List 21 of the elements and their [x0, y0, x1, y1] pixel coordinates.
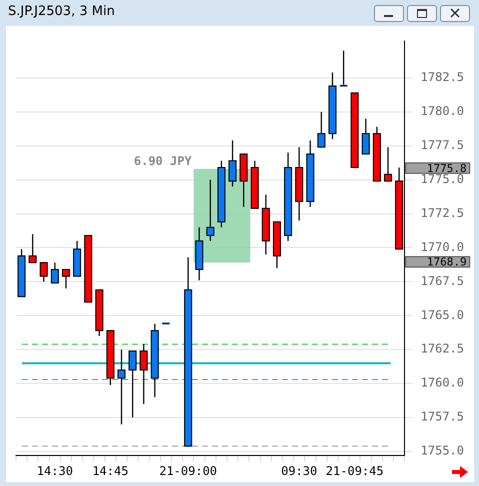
y-tick-label: 1770.0 — [420, 240, 464, 254]
y-tick-label: 1755.0 — [420, 444, 464, 458]
y-tick-label: 1765.0 — [420, 308, 464, 322]
x-tick-label: 14:45 — [92, 464, 128, 478]
candlestick — [362, 118, 370, 155]
y-tick-label: 1757.5 — [420, 410, 464, 424]
y-tick-label: 1760.0 — [420, 376, 464, 390]
y-tick-label: 1782.5 — [420, 70, 464, 84]
chart-title: S.JP.J2503, 3 Min — [8, 4, 115, 19]
y-tick-label: 1762.5 — [420, 342, 464, 356]
x-tick-label: 09:30 — [281, 464, 318, 478]
x-tick-label: 21-09:45 — [326, 464, 384, 478]
x-tick-label: 21-09:00 — [159, 464, 218, 478]
y-tick-label: 1767.5 — [420, 274, 464, 288]
x-tick-label: 14:30 — [36, 464, 73, 478]
band-label: 6.90 JPY — [134, 154, 192, 168]
y-tick-label: 1780.0 — [420, 104, 464, 118]
y-tick-label: 1772.5 — [420, 206, 464, 220]
text: 1768.9 — [426, 256, 467, 269]
candlestick — [40, 262, 48, 282]
y-tick-label: 1777.5 — [420, 138, 464, 152]
